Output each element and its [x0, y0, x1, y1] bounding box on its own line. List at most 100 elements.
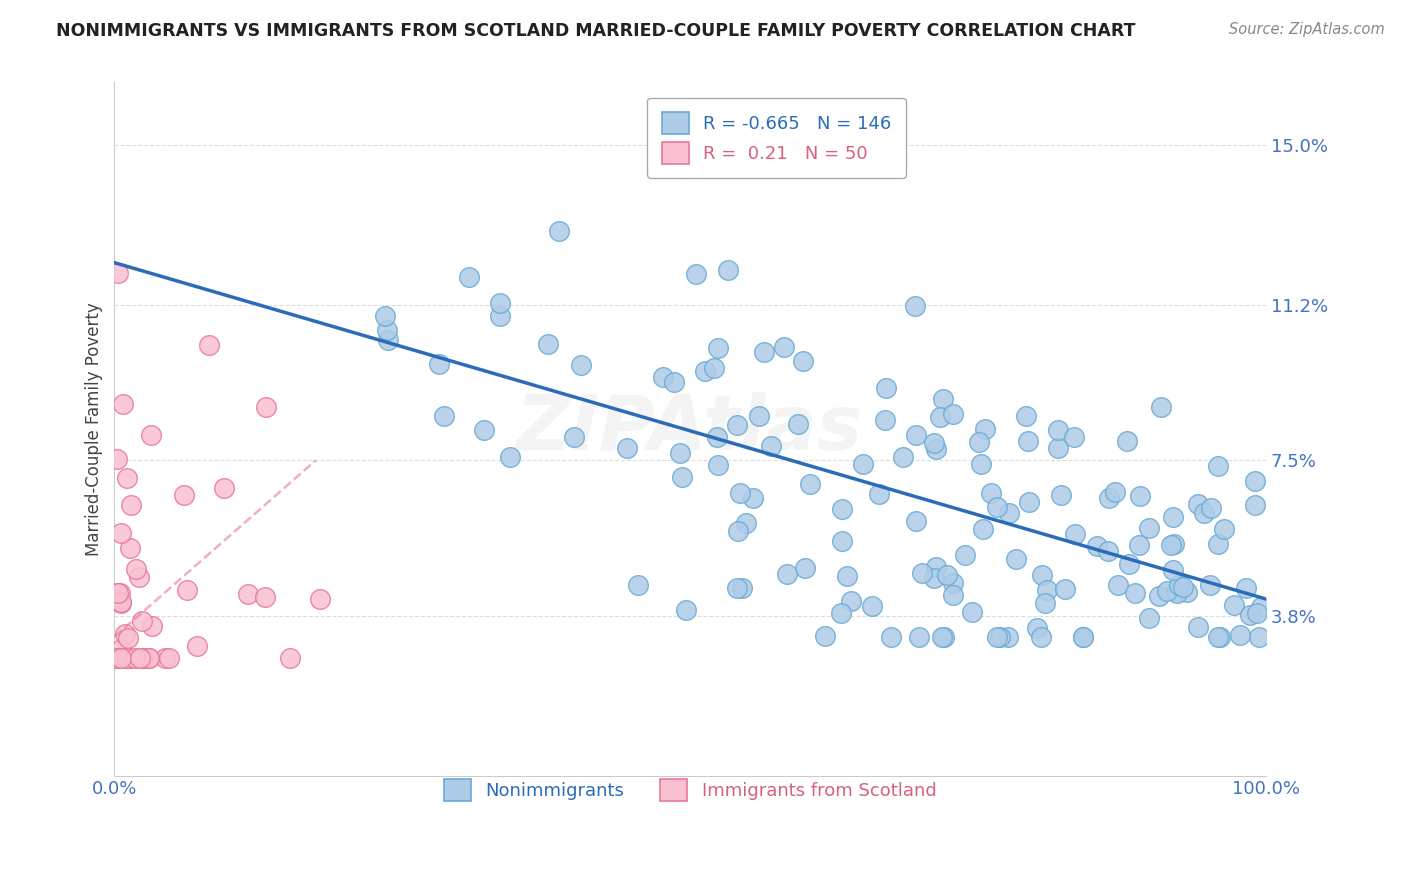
Point [1161, 563, 1184, 577]
Point [375, 323, 398, 337]
Point [972, 521, 994, 535]
Point [942, 407, 965, 421]
Point [107, 585, 129, 599]
Point [1239, 608, 1261, 623]
Point [569, 359, 592, 373]
Point [1017, 434, 1039, 448]
Point [1053, 582, 1076, 596]
Point [662, 375, 685, 389]
Point [1163, 537, 1185, 551]
Point [131, 650, 153, 665]
Point [125, 562, 148, 576]
Point [131, 614, 153, 628]
Point [1199, 577, 1222, 591]
Point [1229, 628, 1251, 642]
Point [1025, 621, 1047, 635]
Point [931, 630, 953, 644]
Point [1031, 630, 1053, 644]
Point [734, 516, 756, 530]
Point [110, 595, 132, 609]
Point [652, 370, 675, 384]
Point [110, 526, 132, 541]
Point [157, 650, 180, 665]
Point [115, 471, 138, 485]
Point [754, 344, 776, 359]
Point [627, 578, 650, 592]
Point [934, 630, 956, 644]
Point [707, 458, 730, 472]
Point [925, 442, 948, 456]
Point [472, 424, 495, 438]
Point [1243, 474, 1265, 488]
Point [942, 588, 965, 602]
Point [904, 299, 927, 313]
Point [1137, 521, 1160, 535]
Point [1187, 497, 1209, 511]
Point [980, 486, 1002, 500]
Point [932, 392, 955, 407]
Point [962, 605, 984, 619]
Point [875, 381, 897, 395]
Point [905, 514, 928, 528]
Point [105, 650, 128, 665]
Point [998, 506, 1021, 520]
Point [155, 650, 177, 665]
Point [1192, 506, 1215, 520]
Point [1173, 580, 1195, 594]
Point [1107, 578, 1129, 592]
Point [108, 650, 131, 665]
Point [1150, 401, 1173, 415]
Point [499, 450, 522, 464]
Point [717, 262, 740, 277]
Point [1098, 491, 1121, 506]
Point [374, 309, 396, 323]
Point [1213, 522, 1236, 536]
Point [1097, 543, 1119, 558]
Point [1160, 538, 1182, 552]
Point [974, 422, 997, 436]
Point [1167, 578, 1189, 592]
Point [536, 337, 558, 351]
Point [911, 566, 934, 581]
Point [110, 642, 132, 657]
Point [489, 310, 512, 324]
Point [1175, 584, 1198, 599]
Point [1149, 589, 1171, 603]
Point [775, 566, 797, 581]
Point [986, 630, 1008, 644]
Point [759, 439, 782, 453]
Point [112, 650, 135, 665]
Point [254, 591, 277, 605]
Point [186, 640, 208, 654]
Point [693, 363, 716, 377]
Point [671, 469, 693, 483]
Point [675, 603, 697, 617]
Point [616, 442, 638, 456]
Point [427, 358, 450, 372]
Point [131, 650, 153, 665]
Point [107, 594, 129, 608]
Text: NONIMMIGRANTS VS IMMIGRANTS FROM SCOTLAND MARRIED-COUPLE FAMILY POVERTY CORRELAT: NONIMMIGRANTS VS IMMIGRANTS FROM SCOTLAN… [56, 22, 1136, 40]
Point [814, 629, 837, 643]
Text: ZIPAtlas: ZIPAtlas [516, 392, 863, 466]
Point [1206, 537, 1229, 551]
Point [173, 488, 195, 502]
Point [1036, 582, 1059, 597]
Point [120, 541, 142, 555]
Point [1046, 441, 1069, 455]
Point [1031, 567, 1053, 582]
Point [238, 587, 260, 601]
Point [1047, 423, 1070, 437]
Point [831, 533, 853, 548]
Point [1206, 458, 1229, 473]
Point [107, 650, 129, 665]
Point [1236, 581, 1258, 595]
Point [129, 650, 152, 665]
Point [1018, 495, 1040, 509]
Y-axis label: Married-Couple Family Poverty: Married-Couple Family Poverty [86, 301, 103, 556]
Point [929, 410, 952, 425]
Point [1246, 607, 1268, 621]
Point [748, 409, 770, 424]
Point [905, 428, 928, 442]
Point [988, 630, 1011, 644]
